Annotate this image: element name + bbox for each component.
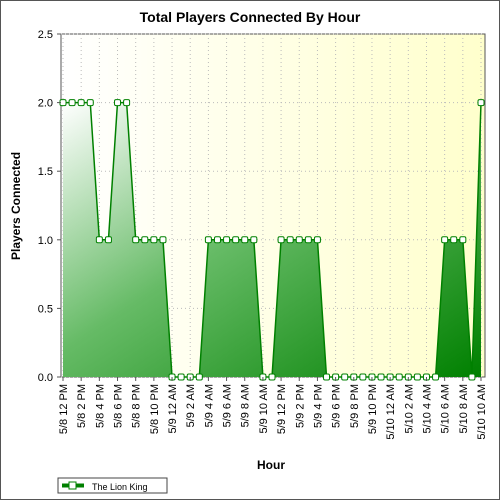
x-axis: 5/8 12 PM 5/8 2 PM 5/8 4 PM 5/8 6 PM 5/8 8 P… — [58, 377, 488, 440]
data-point — [268, 373, 276, 381]
x-tick-label: 5/10 12 AM — [385, 384, 397, 440]
data-point — [341, 373, 349, 381]
legend-series-name: The Lion King — [92, 482, 148, 492]
data-point — [86, 99, 94, 107]
y-tick-label: 1.0 — [38, 235, 53, 247]
x-tick-label: 5/9 8 AM — [240, 384, 252, 427]
x-tick-label: 5/9 12 AM — [167, 384, 179, 434]
data-points — [59, 99, 485, 381]
y-axis: 0.0 0.5 1.0 1.5 2.0 2.5 — [38, 29, 61, 384]
data-point — [123, 99, 131, 107]
x-tick-label: 5/9 2 PM — [294, 384, 306, 428]
data-point — [159, 236, 167, 244]
x-tick-label: 5/9 4 AM — [203, 384, 215, 427]
x-tick-label: 5/9 6 PM — [331, 384, 343, 428]
data-point — [141, 236, 149, 244]
x-tick-label: 5/10 2 AM — [403, 384, 415, 434]
data-point — [104, 236, 112, 244]
data-point — [441, 236, 449, 244]
y-tick-label: 0.5 — [38, 303, 53, 315]
data-point — [468, 373, 476, 381]
x-tick-label: 5/8 2 PM — [76, 384, 88, 428]
data-point — [432, 373, 440, 381]
y-tick-label: 2.0 — [38, 98, 53, 110]
data-point — [477, 99, 485, 107]
legend: The Lion King — [57, 477, 168, 494]
data-point — [68, 99, 76, 107]
x-tick-label: 5/10 4 AM — [421, 384, 433, 434]
x-axis-label: Hour — [257, 458, 285, 472]
x-tick-label: 5/9 2 AM — [185, 384, 197, 427]
data-point — [95, 236, 103, 244]
x-tick-label: 5/8 4 PM — [94, 384, 106, 428]
data-point — [304, 236, 312, 244]
data-point — [132, 236, 140, 244]
x-tick-label: 5/8 12 PM — [58, 384, 70, 434]
data-point — [450, 236, 458, 244]
data-point — [150, 236, 158, 244]
data-point — [114, 99, 122, 107]
x-tick-label: 5/9 10 AM — [258, 384, 270, 434]
x-tick-label: 5/10 10 AM — [476, 384, 488, 440]
y-tick-label: 0.0 — [38, 372, 53, 384]
x-tick-label: 5/9 10 PM — [367, 384, 379, 434]
data-point — [286, 236, 294, 244]
data-point — [377, 373, 385, 381]
data-point — [77, 99, 85, 107]
data-point — [395, 373, 403, 381]
data-point — [195, 373, 203, 381]
legend-marker-icon — [68, 481, 77, 490]
x-tick-label: 5/10 6 AM — [440, 384, 452, 434]
x-tick-label: 5/8 6 PM — [113, 384, 125, 428]
x-tick-label: 5/9 12 PM — [276, 384, 288, 434]
x-tick-label: 5/9 6 AM — [222, 384, 234, 427]
x-tick-label: 5/10 8 AM — [458, 384, 470, 434]
data-point — [359, 373, 367, 381]
data-point — [313, 236, 321, 244]
x-tick-label: 5/8 8 PM — [131, 384, 143, 428]
data-point — [241, 236, 249, 244]
legend-box — [57, 477, 168, 494]
y-tick-label: 1.5 — [38, 166, 53, 178]
data-point — [277, 236, 285, 244]
data-point — [295, 236, 303, 244]
x-tick-label: 5/9 8 PM — [349, 384, 361, 428]
data-point — [250, 236, 258, 244]
x-tick-label: 5/9 4 PM — [312, 384, 324, 428]
data-point — [232, 236, 240, 244]
data-point — [323, 373, 331, 381]
y-axis-label: Players Connected — [9, 152, 23, 260]
data-point — [413, 373, 421, 381]
data-point — [223, 236, 231, 244]
series-area — [63, 102, 481, 377]
data-point — [204, 236, 212, 244]
data-point — [459, 236, 467, 244]
chart-title: Total Players Connected By Hour — [140, 9, 361, 25]
y-tick-label: 2.5 — [38, 29, 53, 41]
data-point — [213, 236, 221, 244]
x-tick-label: 5/8 10 PM — [149, 384, 161, 434]
data-point — [177, 373, 185, 381]
